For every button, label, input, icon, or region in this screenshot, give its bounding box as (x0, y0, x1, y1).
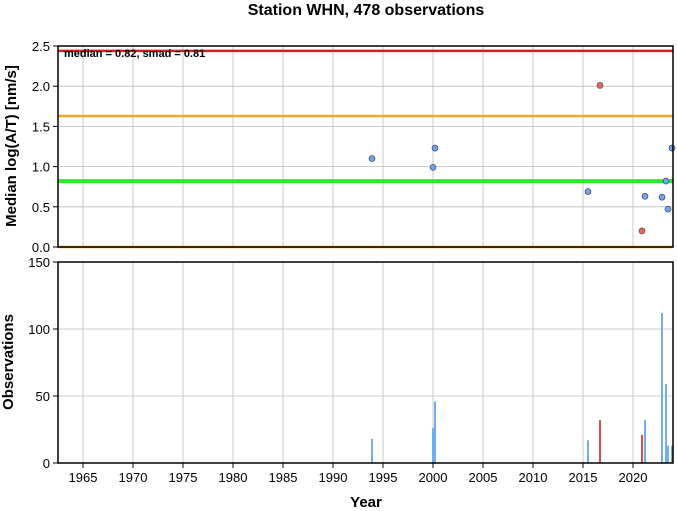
x-tick-label: 1975 (169, 470, 198, 485)
observations-bars (371, 312, 673, 463)
y-tick-label: 0.0 (32, 240, 50, 255)
x-tick-label: 1965 (69, 470, 98, 485)
data-point (658, 193, 666, 201)
median-y-label: Median log(A/T) [nm/s] (3, 65, 20, 227)
median-annotation: median = 0.82, smad = 0.81 (64, 48, 205, 60)
median-points (368, 82, 676, 235)
data-point (638, 227, 646, 235)
median-y-ticks: 0.0 0.5 1.0 1.5 2.0 2.5 (32, 39, 58, 255)
data-point (431, 144, 439, 152)
median-panel: 0.0 0.5 1.0 1.5 2.0 2.5 median = 0.82, smad =… (3, 39, 676, 255)
x-tick-label: 1990 (319, 470, 348, 485)
year-x-ticks: 1965 1970 1975 1980 1985 1990 1995 2000 2005 2010… (69, 463, 648, 485)
median-frame (57, 45, 674, 248)
reference-lines (58, 49, 673, 249)
y-tick-label: 150 (28, 255, 50, 270)
data-point (429, 164, 437, 171)
y-tick-label: 1.5 (32, 119, 50, 134)
data-point (584, 188, 592, 195)
observations-grid (58, 261, 673, 464)
data-point (664, 205, 672, 213)
year-x-label: Year (350, 494, 382, 511)
x-tick-label: 2020 (619, 470, 648, 485)
x-tick-label: 1970 (119, 470, 148, 485)
y-tick-label: 100 (28, 322, 50, 337)
data-point (368, 155, 376, 162)
data-point (596, 82, 604, 89)
y-tick-label: 0.5 (32, 200, 50, 215)
x-tick-label: 1985 (269, 470, 298, 485)
observations-y-label: Observations (0, 314, 17, 410)
observations-frame (57, 261, 674, 464)
y-tick-label: 50 (36, 389, 50, 404)
chart-title: Station WHN, 478 observations (248, 2, 485, 19)
observations-y-ticks: 0 50 100 150 (28, 255, 58, 471)
data-point (668, 144, 676, 152)
x-tick-label: 2000 (419, 470, 448, 485)
y-tick-label: 2.0 (32, 79, 50, 94)
data-point (641, 193, 649, 200)
observations-panel: 0 50 100 150 1965 1970 1975 1980 1985 1990 1995 20… (0, 255, 674, 511)
x-tick-label: 2005 (469, 470, 498, 485)
y-tick-label: 1.0 (32, 160, 50, 175)
x-tick-label: 1980 (219, 470, 248, 485)
x-tick-label: 1995 (369, 470, 398, 485)
median-grid (58, 45, 673, 248)
x-tick-label: 2010 (519, 470, 548, 485)
y-tick-label: 2.5 (32, 39, 50, 54)
y-tick-label: 0 (43, 456, 50, 471)
x-tick-label: 2015 (569, 470, 598, 485)
data-point (662, 177, 670, 185)
